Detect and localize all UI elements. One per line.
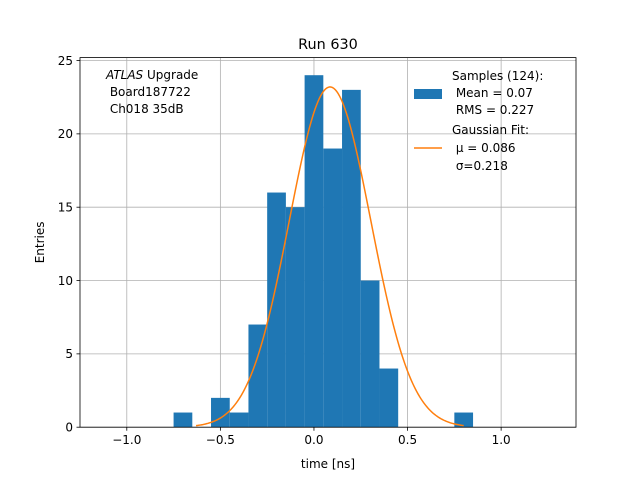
histogram-bar — [267, 192, 286, 428]
y-tick-label: 15 — [58, 201, 73, 215]
histogram-bar — [304, 75, 324, 428]
y-tick-label: 10 — [58, 274, 73, 288]
x-tick-label: −1.0 — [112, 433, 141, 447]
x-tick-label: 0.0 — [304, 433, 323, 447]
legend-fit-label-1: Gaussian Fit: — [452, 123, 529, 137]
legend: Samples (124): Mean = 0.07 RMS = 0.227 G… — [414, 69, 543, 173]
annotation-line-1-italic: ATLAS — [105, 68, 144, 82]
annotation-line-1-rest: Upgrade — [143, 68, 198, 82]
histogram-bar — [285, 207, 305, 428]
y-tick-label: 0 — [65, 421, 73, 435]
x-axis-label: time [ns] — [301, 457, 355, 471]
histogram-bar — [379, 368, 399, 428]
legend-histogram-swatch — [414, 89, 442, 99]
y-tick-label: 20 — [58, 127, 73, 141]
histogram-bar — [248, 324, 268, 428]
y-tick-label: 25 — [58, 54, 73, 68]
y-tick-label: 5 — [65, 347, 73, 361]
legend-histogram-label-2: Mean = 0.07 — [452, 86, 533, 100]
x-tick-label: 1.0 — [492, 433, 511, 447]
y-axis-ticks: 0 5 10 15 20 25 — [58, 54, 80, 435]
legend-fit-label-2: μ = 0.086 — [452, 141, 516, 155]
histogram-bar — [454, 412, 474, 428]
axes-frame — [79, 57, 577, 428]
x-tick-label: −0.5 — [206, 433, 235, 447]
histogram-bar — [342, 89, 361, 428]
chart-title: Run 630 — [298, 37, 358, 53]
y-axis-label: Entries — [33, 222, 47, 264]
annotation-board: Board187722 — [106, 85, 191, 99]
legend-histogram-label-3: RMS = 0.227 — [452, 103, 534, 117]
histogram-bar — [323, 148, 343, 428]
atlas-annotation: ATLAS Upgrade — [105, 68, 198, 82]
histogram-bars — [173, 75, 474, 428]
annotation-channel: Ch018 35dB — [106, 102, 184, 116]
x-axis-ticks: −1.0 −0.5 0.0 0.5 1.0 — [112, 427, 511, 447]
histogram-bar — [229, 412, 249, 428]
histogram-bar — [173, 412, 193, 428]
histogram-bar — [360, 280, 380, 428]
legend-histogram-label-1: Samples (124): — [452, 69, 543, 83]
legend-fit-label-3: σ=0.218 — [452, 159, 508, 173]
gaussian-fit-curve — [195, 86, 464, 427]
x-tick-label: 0.5 — [398, 433, 417, 447]
